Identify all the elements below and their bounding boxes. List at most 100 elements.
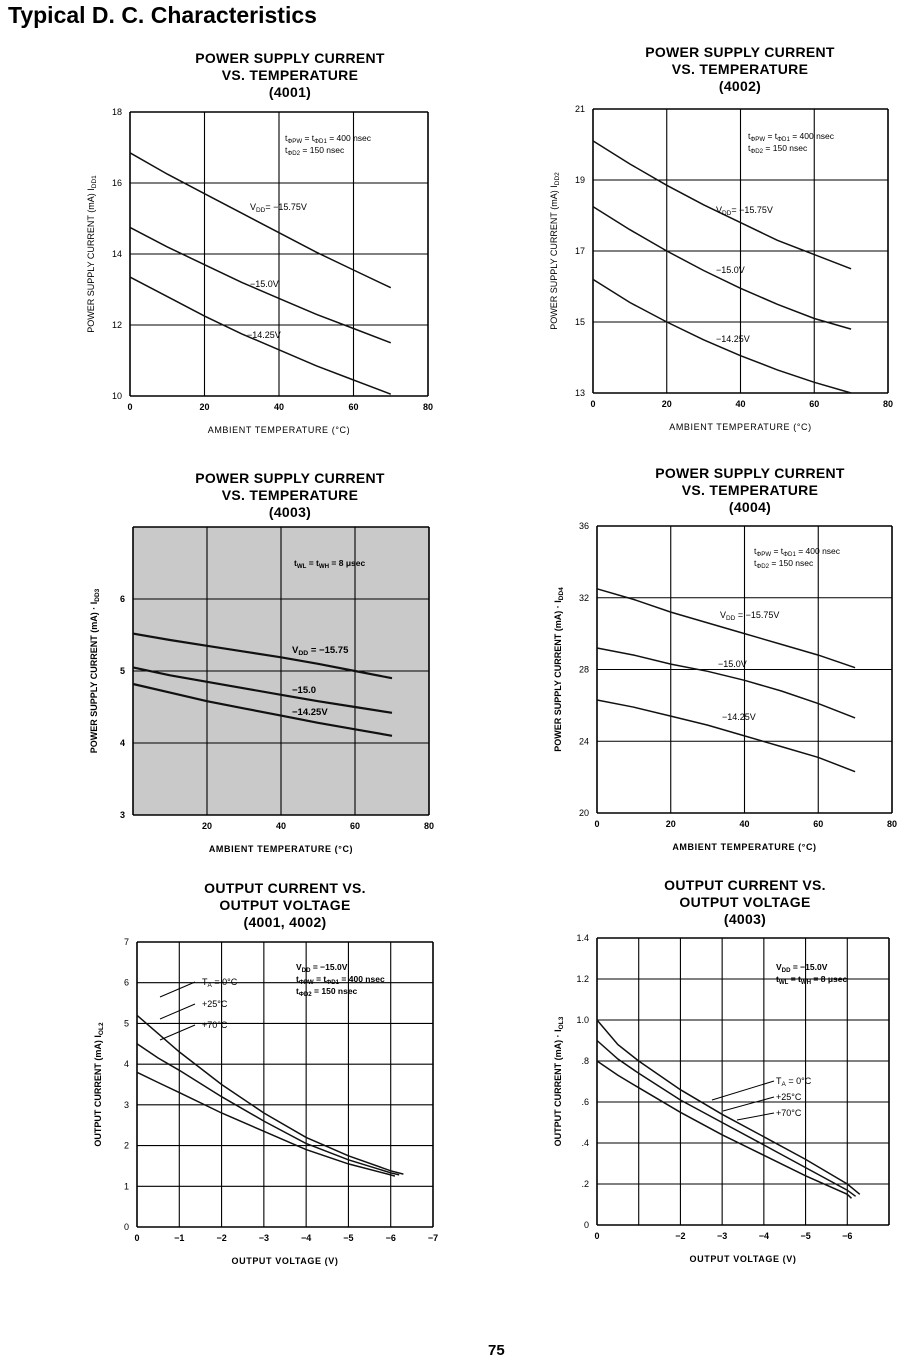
text-part: t — [748, 131, 751, 141]
y-tick-label: 1 — [124, 1181, 129, 1191]
text-part: +25°C — [776, 1092, 802, 1102]
x-tick-label: 80 — [423, 402, 433, 412]
text-part: WL — [779, 979, 789, 986]
y-axis-label: OUTPUT CURRENT (mA) IOL2 — [93, 1022, 105, 1147]
chart-title-line-2: OUTPUT VOLTAGE — [219, 897, 351, 913]
x-tick-label: −2 — [216, 1233, 226, 1243]
y-tick-label: 1.4 — [576, 933, 589, 943]
series-leader-1 — [159, 1003, 196, 1020]
series-line-2 — [596, 1060, 853, 1199]
series-label-2: −14.25V — [247, 330, 281, 340]
text-part: = −15.0V — [311, 962, 348, 972]
text-part: ΦPW — [756, 551, 771, 558]
series-label-0: VDD= −15.75V — [716, 205, 773, 217]
annotation-line-0: tΦPW = tΦD1 = 400 nsec — [754, 546, 841, 558]
text-part: = −15.75V — [735, 610, 779, 620]
chart-title-line-3: (4003) — [723, 911, 767, 927]
text-part: t — [294, 558, 297, 568]
text-part: t — [754, 546, 757, 556]
text-part: = t — [771, 546, 784, 556]
y-tick-label: 10 — [112, 391, 122, 401]
series-label-2: +70°C — [776, 1108, 802, 1118]
chart-plot-c_out12: 0 −1 −2 −3 −4 −5 −6 −7 0 1 2 3 4 5 6 7 OUTPUT VOLTAGE (V… — [93, 937, 438, 1266]
x-tick-label: −3 — [717, 1231, 727, 1241]
x-tick-label: −4 — [759, 1231, 769, 1241]
text-part: ΦD2 — [299, 991, 312, 998]
chart-title-line-2: VS. TEMPERATURE — [221, 487, 359, 503]
text-part: = t — [788, 974, 801, 984]
x-tick-label: 80 — [887, 819, 897, 829]
chart-title-line-2: OUTPUT VOLTAGE — [679, 894, 811, 910]
annotation-line-0: tΦPW = tΦD1 = 400 nsec — [748, 131, 835, 143]
x-tick-label: 60 — [809, 399, 819, 409]
text-part: V — [776, 962, 782, 972]
y-tick-label: 5 — [120, 666, 125, 676]
chart-title-line-1: POWER SUPPLY CURRENT — [645, 44, 835, 60]
y-axis-label: POWER SUPPLY CURRENT (mA) IDD2 — [549, 172, 561, 330]
text-part: DD — [302, 967, 311, 974]
chart-plot-c4003: 20 40 60 80 3 4 5 6 AMBIENT TEMPERATURE (°C) POWE… — [89, 526, 434, 854]
text-part: V — [716, 205, 722, 215]
series-line-1 — [596, 647, 856, 719]
y-tick-label: 4 — [120, 738, 125, 748]
text-part: −15.0V — [250, 279, 279, 289]
series-label-0: TA = 0°C — [202, 977, 238, 989]
y-tick-label: 6 — [124, 978, 129, 988]
text-part: = −15.75V — [265, 202, 307, 212]
annotation-line-1: tΦD2 = 150 nsec — [285, 145, 345, 157]
y-tick-label: 0 — [124, 1222, 129, 1232]
chart-title-line-1: OUTPUT CURRENT VS. — [664, 877, 826, 893]
y-axis-label: OUTPUT CURRENT (mA) · IOL3 — [553, 1016, 565, 1146]
y-axis-label-sub: OL3 — [558, 1016, 565, 1029]
chart-plot-c4004: 0 20 40 60 80 20 24 28 32 36 AMBIENT TEMPERATURE (… — [553, 521, 897, 852]
text-part: = 400 nsec — [327, 133, 372, 143]
text-part: = 150 nsec — [300, 145, 345, 155]
series-line-0 — [596, 588, 856, 669]
text-part: +70°C — [202, 1020, 228, 1030]
x-tick-label: −6 — [842, 1231, 852, 1241]
annotation-line-1: tΦPW = tΦD1 = 400 nsec — [296, 974, 385, 986]
y-tick-label: 24 — [579, 736, 589, 746]
annotation-line-0: VDD = −15.0V — [776, 962, 828, 974]
text-part: t — [296, 986, 299, 996]
text-part: DD — [298, 650, 308, 657]
y-tick-label: 12 — [112, 320, 122, 330]
page-number: 75 — [488, 1342, 505, 1359]
series-line-1 — [592, 205, 852, 330]
text-part: ΦPW — [299, 979, 314, 986]
chart-title-line-2: VS. TEMPERATURE — [221, 67, 359, 83]
x-tick-label: −4 — [301, 1233, 311, 1243]
y-axis-label-sub: DD2 — [554, 172, 561, 185]
text-part: t — [776, 974, 779, 984]
y-tick-label: .8 — [581, 1056, 589, 1066]
y-tick-label: 5 — [124, 1018, 129, 1028]
y-tick-label: 32 — [579, 593, 589, 603]
series-leader-1 — [722, 1096, 775, 1112]
annotation-line-0: VDD = −15.0V — [296, 962, 348, 974]
x-tick-label: 40 — [735, 399, 745, 409]
chart-title-line-1: POWER SUPPLY CURRENT — [655, 465, 845, 481]
text-part: A — [208, 982, 213, 989]
series-leader-0 — [711, 1080, 775, 1101]
y-tick-label: 14 — [112, 249, 122, 259]
x-tick-label: 80 — [883, 399, 893, 409]
x-tick-label: 60 — [348, 402, 358, 412]
text-part: ΦD2 — [287, 150, 300, 157]
chart-plot-c4001: 0 20 40 60 80 10 12 14 16 18 AMBIENT TEMPERATURE (… — [86, 107, 433, 435]
series-line-1 — [132, 666, 393, 714]
series-line-0 — [592, 140, 852, 270]
text-part: WH — [801, 979, 811, 986]
x-tick-label: −1 — [174, 1233, 184, 1243]
text-part: = t — [306, 558, 319, 568]
series-leader-2 — [736, 1112, 775, 1121]
chart-title-line-3: (4003) — [268, 504, 312, 520]
y-axis-label-main: OUTPUT CURRENT (mA) I — [93, 1035, 103, 1147]
y-axis-label-main: POWER SUPPLY CURRENT (mA) I — [549, 185, 559, 330]
text-part: ΦD1 — [777, 136, 790, 143]
series-line-0 — [596, 1019, 861, 1195]
x-tick-label: −7 — [428, 1233, 438, 1243]
text-part: −14.25V — [292, 707, 328, 718]
series-leader-2 — [159, 1024, 196, 1041]
x-axis-label: AMBIENT TEMPERATURE (°C) — [208, 425, 351, 435]
